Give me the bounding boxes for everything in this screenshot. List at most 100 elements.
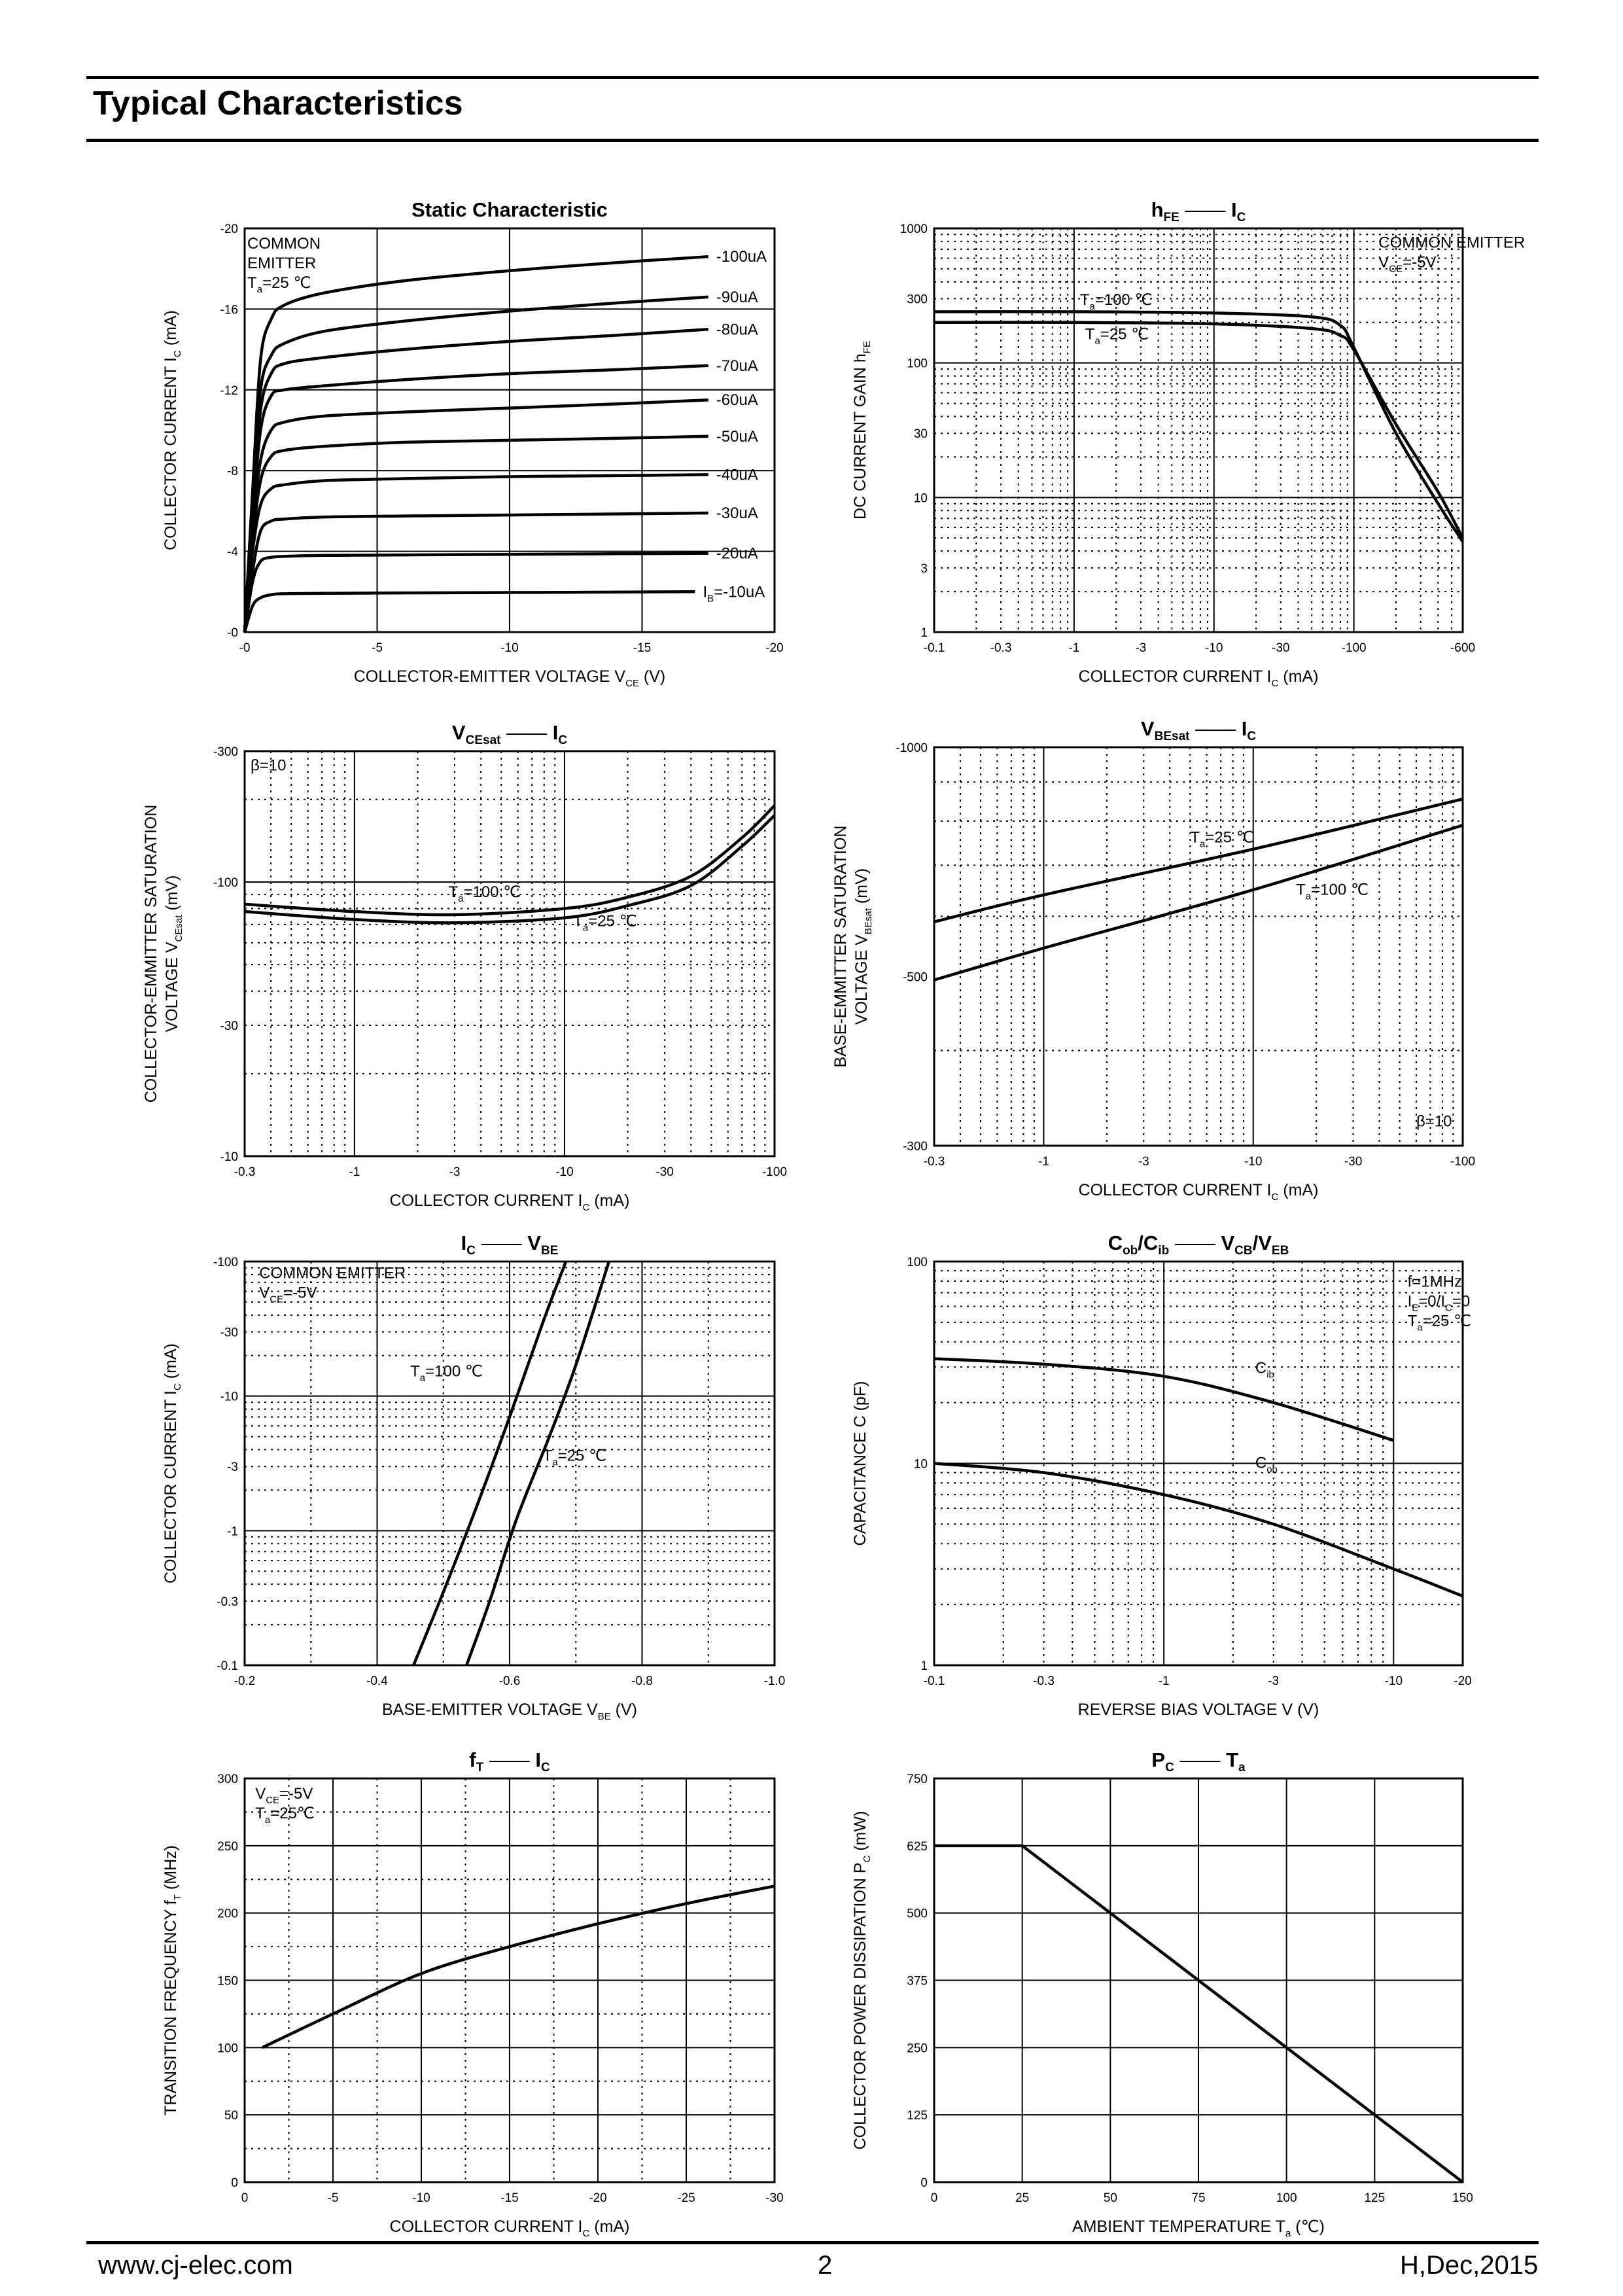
x-tick-label: -10 [1385,1674,1403,1688]
plot-frame [243,1260,776,1667]
plot-frame [243,227,776,633]
x-tick-label: 75 [1191,2191,1205,2205]
series-line [243,511,708,633]
y-axis-label: COLLECTOR POWER DISSIPATION PC​ (mW) [851,1811,873,2150]
y-tick-label: -10 [220,1150,238,1164]
x-tick-label: -20 [1454,1674,1471,1688]
chart-title: IC​ —— VBE​ [461,1231,559,1258]
chart-annotation: VCE​=-5V [255,1785,313,1806]
x-tick-label: -10 [412,2191,430,2205]
top-rule [86,76,1539,79]
footer-page-number: 2 [818,2251,833,2280]
x-tick-label: -15 [633,641,651,655]
x-tick-label: -1.0 [764,1674,786,1688]
x-tick-label: -0.3 [924,1155,945,1169]
x-tick-label: -1 [349,1165,360,1179]
x-tick-label: -30 [1344,1155,1362,1169]
ic-vs-vbe-chart: -0.2 -0.4 -0.6 -0.8 -1.0 -0.1 -0.3 -1 -3 -10 -30 -1… [162,1231,786,1722]
y-tick-label: 100 [217,2041,238,2055]
series-line [934,1844,1464,2183]
y-tick-label: -12 [220,384,238,398]
y-tick-label: 200 [217,1907,238,1921]
ft-vs-ic-chart: 0 -5 -10 -15 -20 -25 -30 0 50 100 150 200 250 300 fT​ … [162,1748,784,2239]
x-tick-label: -25 [677,2191,695,2205]
x-tick-label: -10 [1205,641,1223,655]
y-axis-label: COLLECTOR CURRENT IC​ (mA) [162,1343,183,1583]
x-tick-label: 125 [1364,2191,1385,2205]
y-tick-label: -16 [220,303,238,317]
chart-annotation: Ta​=100 ℃ [410,1363,483,1384]
y-tick-label: 250 [907,2041,928,2055]
y-tick-label: 10 [914,491,928,505]
y-tick-label: 750 [907,1773,928,1786]
chart-annotation: Ta​=100 ℃ [1296,881,1369,902]
x-tick-label: -0 [239,641,251,655]
y-tick-label: -300 [903,1140,928,1154]
chart-annotation: COMMON [247,235,321,253]
series-line [934,798,1463,924]
series-line [412,1261,568,1666]
vbesat-vs-ic-chart: -0.3 -1 -3 -10 -30 -100 -300 -500 -1000 VBEsat​ —… [831,717,1475,1203]
x-tick-label: -1 [1068,641,1079,655]
chart-annotation: β=10 [251,757,287,775]
y-tick-label: 50 [224,2109,238,2123]
y-tick-label: 250 [217,1840,238,1854]
footer-revision-date: H,Dec,2015 [1400,2251,1539,2280]
y-tick-label: -100 [213,1256,238,1269]
chart-annotation: Cob​ [1255,1454,1278,1475]
plot-frame [933,746,1464,1147]
chart-annotation: Ta​=25℃ [255,1805,315,1826]
x-tick-label: -30 [655,1165,673,1179]
series-label: -40uA [716,466,758,484]
y-tick-label: 125 [907,2109,928,2123]
x-axis-label: COLLECTOR CURRENT IC​ (mA) [1079,1181,1319,1203]
y-tick-label: 0 [920,2176,928,2190]
plot-frame [243,750,776,1157]
chart-title: VCEsat​ —— IC​ [452,721,567,747]
series-line [244,814,776,925]
x-tick-label: -100 [1342,641,1367,655]
series-line [934,321,1464,539]
y-tick-label: 3 [920,562,928,576]
y-tick-label: -30 [220,1326,238,1340]
y-tick-label: 0 [231,2176,238,2190]
series-label: -70uA [716,357,758,375]
y-tick-label: 300 [907,293,928,307]
chart-annotation: Ta​=25 ℃ [543,1447,606,1468]
y-tick-label: -30 [220,1019,238,1033]
y-tick-label: -10 [220,1390,238,1404]
static-characteristic-chart: -0 -5 -10 -15 -20 -0 -4 -8 -12 -16 -20 Static Chara… [162,198,784,689]
footer-website[interactable]: www.cj-elec.com [98,2251,293,2280]
x-tick-label: -3 [1138,1155,1149,1169]
y-axis-label: COLLECTOR CURRENT IC​ (mA) [162,310,183,550]
series-line [934,824,1463,981]
x-tick-label: -10 [1244,1155,1262,1169]
series-label: IB​=-10uA [703,583,765,604]
x-tick-label: -0.6 [499,1674,521,1688]
page-title: Typical Characteristics [93,84,463,122]
chart-annotation: VCE​=-5V [1378,253,1436,274]
chart-annotation: Ta​=25 ℃ [1408,1313,1471,1333]
hfe-vs-ic-chart: -0.1 -0.3 -1 -3 -10 -30 -100 -600 1 3 10 30 100 300 10… [851,198,1525,689]
x-tick-label: -20 [765,641,783,655]
x-tick-label: -15 [500,2191,518,2205]
series-line [934,1462,1463,1598]
y-tick-label: 1000 [900,222,928,236]
y-tick-label: 375 [907,1975,928,1988]
series-label: -90uA [716,289,758,306]
chart-annotation: VCE​=-5V [259,1284,317,1305]
vcesat-vs-ic-chart: -0.3 -1 -3 -10 -30 -100 -10 -30 -100 -300 VCEsat​ … [142,721,787,1213]
series-line [243,552,708,633]
x-axis-label: COLLECTOR CURRENT IC​ (mA) [390,2217,630,2239]
x-tick-label: 100 [1276,2191,1297,2205]
y-tick-label: -1 [227,1525,238,1538]
x-tick-label: 25 [1015,2191,1029,2205]
y-tick-label: -0.1 [217,1659,238,1673]
x-tick-label: -600 [1450,641,1475,655]
chart-annotation: Ta​=25 ℃ [1190,829,1253,850]
x-tick-label: -1 [1159,1674,1170,1688]
chart-annotation: Ta​=100 ℃ [448,883,521,904]
y-axis-label: CAPACITANCE C (pF) [851,1381,869,1546]
y-tick-label: 100 [907,1256,928,1269]
chart-title: PC​ —— Ta​ [1151,1748,1246,1775]
